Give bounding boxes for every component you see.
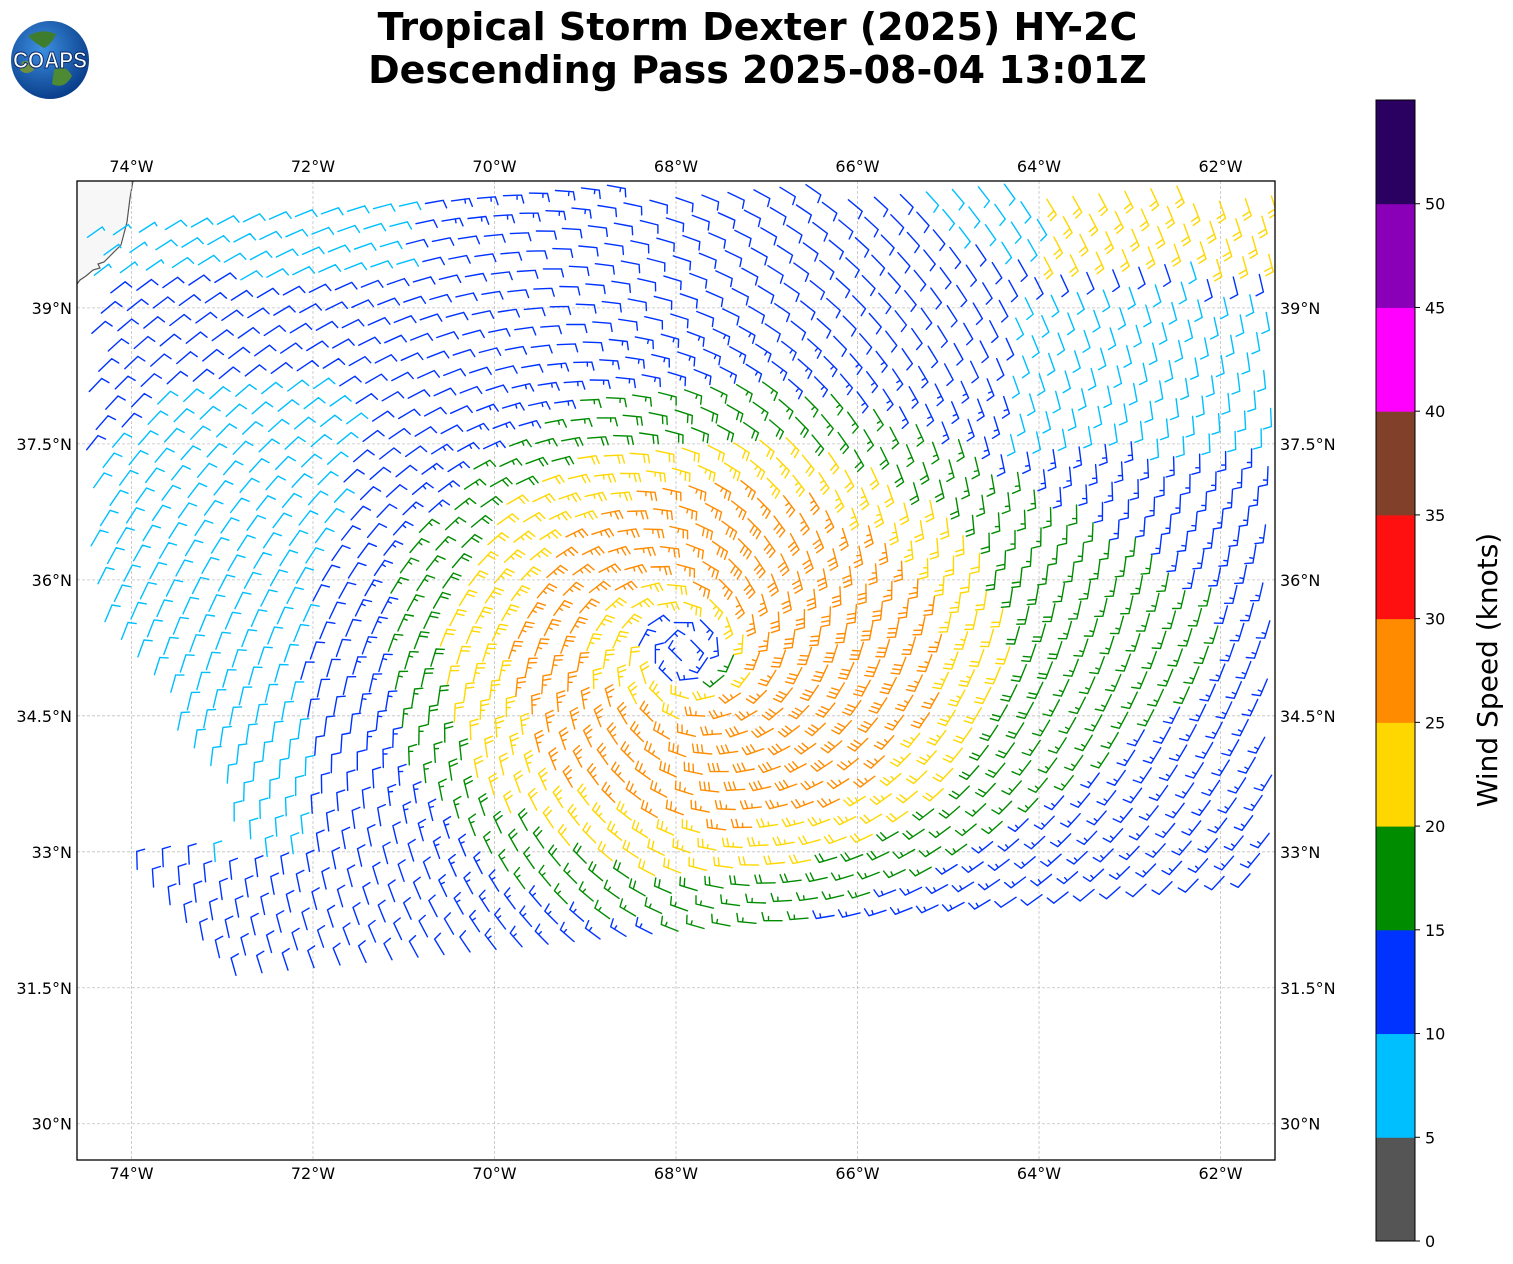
colorbar-tick-label: 15 — [1425, 921, 1445, 940]
coaps-logo: COAPS — [11, 21, 89, 99]
colorbar-bin — [1376, 203, 1415, 308]
lat-tick-label-left: 30°N — [32, 1115, 72, 1134]
colorbar-tick-label: 45 — [1425, 298, 1445, 317]
lon-tick-label-top: 70°W — [472, 157, 516, 176]
lon-tick-label-bottom: 72°W — [291, 1164, 335, 1183]
colorbar-tick-label: 25 — [1425, 713, 1445, 732]
wind-barb-group — [439, 185, 1275, 877]
lon-tick-label-bottom: 66°W — [835, 1164, 879, 1183]
lon-tick-label-top: 72°W — [291, 157, 335, 176]
axis-ticks: 74°W 74°W 72°W 72°W 70°W 70°W 68°W 68°W 66°W 66°W… — [16, 157, 1335, 1183]
colorbar-label: Wind Speed (knots) — [1471, 533, 1504, 807]
colorbar-bin — [1376, 826, 1415, 931]
coastline — [77, 181, 134, 285]
colorbar-bin — [1376, 722, 1415, 827]
lat-tick-label-right: 30°N — [1280, 1115, 1320, 1134]
colorbar-bin — [1376, 618, 1415, 723]
lon-tick-label-bottom: 68°W — [654, 1164, 698, 1183]
lat-tick-label-right: 36°N — [1280, 571, 1320, 590]
chart-title: Tropical Storm Dexter (2025) HY-2C Desce… — [120, 6, 1395, 92]
gridlines — [77, 181, 1275, 1160]
wind-barb-group — [86, 183, 1273, 863]
title-line-2: Descending Pass 2025-08-04 13:01Z — [368, 48, 1147, 92]
lon-tick-label-top: 68°W — [654, 157, 698, 176]
colorbar: 0 5 10 15 20 25 30 35 40 45 50 — [1375, 99, 1445, 1251]
lon-tick-label-top: 64°W — [1017, 157, 1061, 176]
colorbar-bin — [1376, 411, 1415, 516]
lat-tick-label-left: 31.5°N — [16, 979, 72, 998]
lat-tick-label-right: 34.5°N — [1280, 707, 1336, 726]
lon-tick-label-top: 66°W — [835, 157, 879, 176]
lat-tick-label-left: 34.5°N — [16, 707, 72, 726]
colorbar-bin — [1376, 100, 1415, 205]
lat-tick-label-right: 39°N — [1280, 299, 1320, 318]
colorbar-tick-label: 5 — [1425, 1128, 1435, 1147]
wind-barbs — [86, 183, 1275, 976]
lon-tick-label-top: 74°W — [109, 157, 153, 176]
colorbar-bin — [1376, 307, 1415, 412]
lon-tick-label-top: 62°W — [1198, 157, 1242, 176]
map-frame — [76, 180, 1276, 1161]
lon-tick-label-bottom: 74°W — [109, 1164, 153, 1183]
lon-tick-label-bottom: 70°W — [472, 1164, 516, 1183]
colorbar-bin — [1376, 1137, 1415, 1242]
lon-tick-label-bottom: 64°W — [1017, 1164, 1061, 1183]
lat-tick-label-right: 33°N — [1280, 843, 1320, 862]
title-line-1: Tropical Storm Dexter (2025) HY-2C — [377, 5, 1138, 49]
land-area — [77, 181, 133, 284]
colorbar-tick-label: 35 — [1425, 506, 1445, 525]
lon-tick-label-bottom: 62°W — [1198, 1164, 1242, 1183]
colorbar-tick-label: 20 — [1425, 817, 1445, 836]
colorbar-bin — [1376, 1033, 1415, 1138]
colorbar-tick-label: 10 — [1425, 1025, 1445, 1044]
colorbar-tick-label: 30 — [1425, 610, 1445, 629]
lat-tick-label-right: 37.5°N — [1280, 435, 1336, 454]
lat-tick-label-left: 39°N — [32, 299, 72, 318]
wind-barb-group — [508, 480, 943, 831]
lat-tick-label-right: 31.5°N — [1280, 979, 1336, 998]
lat-tick-label-left: 33°N — [32, 843, 72, 862]
colorbar-tick-label: 0 — [1425, 1232, 1435, 1251]
colorbar-tick-label: 50 — [1425, 195, 1445, 214]
lat-tick-label-left: 37.5°N — [16, 435, 72, 454]
land-layer — [77, 181, 134, 285]
logo-text: COAPS — [13, 47, 87, 73]
colorbar-tick-label: 40 — [1425, 402, 1445, 421]
wind-barb-group — [387, 381, 1219, 932]
colorbar-bin — [1376, 514, 1415, 620]
colorbar-frame — [1375, 99, 1416, 1242]
colorbar-bin — [1376, 929, 1415, 1035]
wind-barb-group — [86, 184, 1273, 976]
lat-tick-label-left: 36°N — [32, 571, 72, 590]
